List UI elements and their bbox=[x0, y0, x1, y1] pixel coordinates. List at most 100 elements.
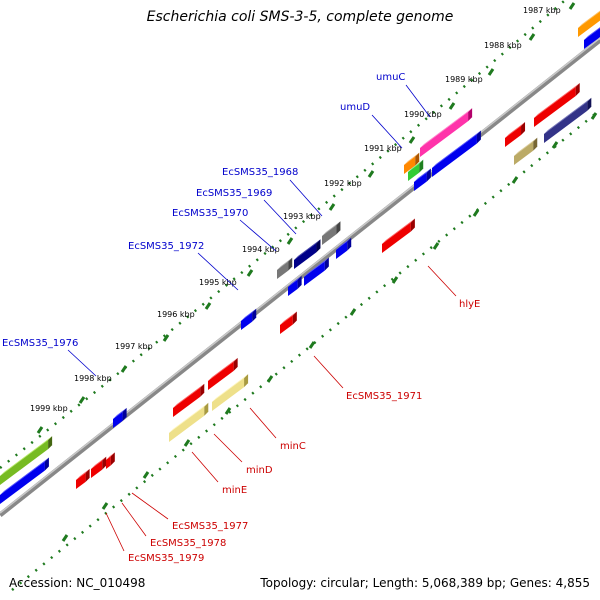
leader-line bbox=[191, 451, 219, 483]
kbp-label: 1998 kbp bbox=[74, 374, 112, 383]
leader-line bbox=[289, 179, 323, 217]
major-tick bbox=[432, 242, 440, 250]
gene-feature[interactable] bbox=[0, 457, 49, 504]
major-tick bbox=[551, 141, 559, 149]
gene-feature[interactable] bbox=[514, 137, 538, 165]
gene-label-reverse[interactable]: EcSMS35_1978 bbox=[150, 538, 226, 549]
kbp-label: 1990 kbp bbox=[404, 110, 442, 119]
gene-feature[interactable] bbox=[76, 468, 90, 489]
major-tick bbox=[590, 112, 598, 120]
gene-feature[interactable] bbox=[336, 237, 352, 259]
major-tick bbox=[528, 33, 536, 41]
leader-line bbox=[105, 512, 125, 552]
gene-feature[interactable] bbox=[544, 97, 592, 143]
gene-feature[interactable] bbox=[280, 311, 297, 334]
gene-label-forward[interactable]: EcSMS35_1976 bbox=[2, 338, 78, 349]
outer-tick-track bbox=[0, 0, 568, 469]
gene-feature[interactable] bbox=[173, 383, 205, 417]
gene-feature[interactable] bbox=[113, 407, 127, 428]
gene-feature[interactable] bbox=[288, 275, 302, 296]
gene-feature[interactable] bbox=[584, 23, 600, 49]
gene-feature[interactable] bbox=[241, 308, 257, 330]
leader-line bbox=[67, 349, 97, 377]
major-tick bbox=[266, 375, 274, 383]
gene-label-forward[interactable]: umuC bbox=[376, 72, 405, 83]
major-tick bbox=[568, 2, 576, 10]
leader-line bbox=[249, 407, 277, 439]
gene-feature[interactable] bbox=[169, 402, 209, 442]
leader-line bbox=[313, 355, 344, 389]
major-tick bbox=[246, 269, 254, 277]
major-tick bbox=[511, 176, 519, 184]
gene-label-reverse[interactable]: minC bbox=[280, 441, 306, 452]
gene-feature[interactable] bbox=[212, 374, 249, 411]
gene-label-forward[interactable]: EcSMS35_1969 bbox=[196, 188, 272, 199]
kbp-label: 1999 kbp bbox=[30, 404, 68, 413]
gene-feature[interactable] bbox=[208, 357, 238, 390]
accession-text: Accession: NC_010498 bbox=[9, 576, 146, 590]
gene-feature[interactable] bbox=[91, 456, 107, 478]
leader-line bbox=[371, 114, 403, 149]
kbp-label: 1992 kbp bbox=[324, 179, 362, 188]
gene-feature[interactable] bbox=[0, 436, 53, 485]
kbp-label: 1997 kbp bbox=[115, 342, 153, 351]
genome-backbone bbox=[0, 38, 600, 517]
leader-line bbox=[197, 252, 239, 291]
gene-feature[interactable] bbox=[505, 122, 526, 147]
gene-feature[interactable] bbox=[408, 159, 424, 181]
leader-line bbox=[263, 199, 297, 235]
gene-label-reverse[interactable]: minD bbox=[246, 465, 273, 476]
kbp-label: 1994 kbp bbox=[242, 245, 280, 254]
gene-feature[interactable] bbox=[106, 452, 115, 469]
gene-feature[interactable] bbox=[534, 82, 580, 127]
gene-feature[interactable] bbox=[414, 168, 431, 191]
major-tick bbox=[224, 407, 232, 415]
leader-line bbox=[427, 265, 457, 297]
major-tick bbox=[408, 136, 416, 144]
gene-feature[interactable] bbox=[322, 221, 341, 245]
major-tick bbox=[183, 439, 191, 447]
gene-feature[interactable] bbox=[304, 257, 329, 286]
kbp-label: 1989 kbp bbox=[445, 75, 483, 84]
major-tick bbox=[162, 334, 170, 342]
major-tick bbox=[487, 68, 495, 76]
major-tick bbox=[308, 341, 316, 349]
gene-feature[interactable] bbox=[294, 239, 321, 269]
gene-feature[interactable] bbox=[420, 108, 473, 157]
gene-feature[interactable] bbox=[404, 152, 420, 174]
major-tick bbox=[36, 426, 44, 434]
gene-label-forward[interactable]: EcSMS35_1972 bbox=[128, 241, 204, 252]
gene-label-forward[interactable]: EcSMS35_1968 bbox=[222, 167, 298, 178]
genome-summary-text: Topology: circular; Length: 5,068,389 bp… bbox=[260, 576, 590, 590]
gene-label-reverse[interactable]: EcSMS35_1977 bbox=[172, 521, 248, 532]
gene-label-reverse[interactable]: EcSMS35_1971 bbox=[346, 391, 422, 402]
leader-line bbox=[121, 502, 147, 537]
major-tick bbox=[328, 203, 336, 211]
map-title: Escherichia coli SMS-3-5, complete genom… bbox=[146, 9, 454, 25]
kbp-label: 1995 kbp bbox=[199, 278, 237, 287]
gene-feature[interactable] bbox=[578, 6, 600, 37]
major-tick bbox=[61, 534, 69, 542]
leader-line bbox=[131, 492, 169, 520]
major-tick bbox=[286, 237, 294, 245]
gene-feature[interactable] bbox=[277, 257, 293, 279]
gene-label-forward[interactable]: EcSMS35_1970 bbox=[172, 208, 248, 219]
major-tick bbox=[367, 170, 375, 178]
gene-label-reverse[interactable]: EcSMS35_1979 bbox=[128, 553, 204, 564]
major-tick bbox=[101, 502, 109, 510]
gene-feature[interactable] bbox=[382, 218, 415, 253]
gene-label-reverse[interactable]: hlyE bbox=[459, 299, 480, 310]
major-tick bbox=[349, 308, 357, 316]
gene-label-forward[interactable]: umuD bbox=[340, 102, 370, 113]
gene-label-reverse[interactable]: minE bbox=[222, 485, 247, 496]
major-tick bbox=[120, 365, 128, 373]
leader-line bbox=[405, 84, 431, 118]
major-tick bbox=[204, 302, 212, 310]
gene-feature[interactable] bbox=[432, 130, 481, 177]
kbp-label: 1991 kbp bbox=[364, 144, 402, 153]
kbp-label: 1993 kbp bbox=[283, 212, 321, 221]
kbp-label: 1996 kbp bbox=[157, 310, 195, 319]
leader-line bbox=[239, 219, 277, 252]
kbp-label: 1988 kbp bbox=[484, 41, 522, 50]
